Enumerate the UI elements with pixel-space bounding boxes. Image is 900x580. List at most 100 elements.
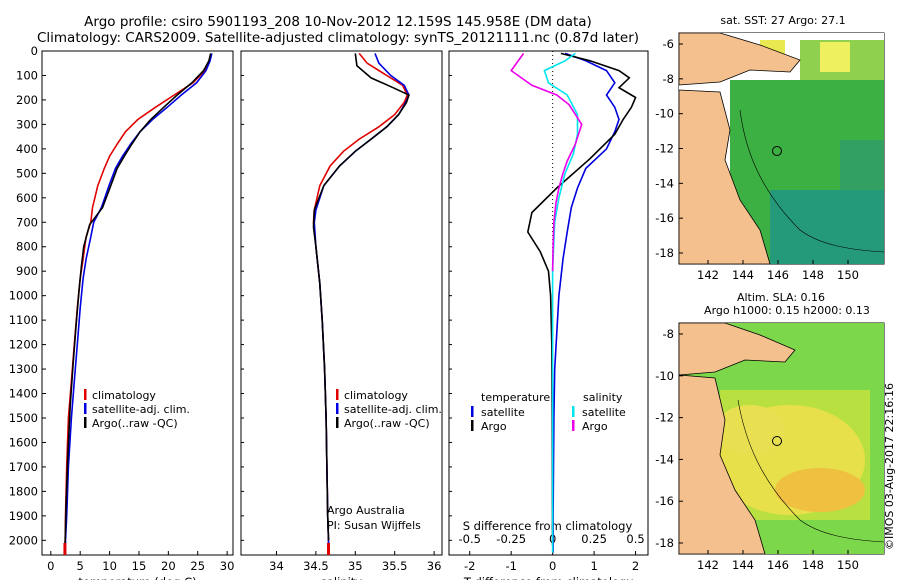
x-tick-label: 25 [190, 559, 205, 573]
legend-label: climatology [92, 389, 156, 402]
sst-land-australia [679, 89, 771, 264]
x-tick-label: 5 [77, 559, 84, 573]
differences-series-t-satellite [552, 52, 620, 553]
figure-title-line2: Climatology: CARS2009. Satellite-adjuste… [37, 30, 639, 46]
lon-tick-label: 144 [732, 558, 754, 572]
lon-tick-label: 146 [767, 268, 789, 282]
legend-swatch [336, 417, 339, 428]
lat-tick-label: -12 [655, 411, 674, 425]
legend-s-header: salinity [583, 391, 623, 404]
sla-argo-location-marker [772, 436, 782, 446]
sla-land-australia [679, 374, 766, 554]
lon-tick-label: 146 [767, 558, 789, 572]
imos-credit: ©IMOS 03-Aug-2017 22:16:16 [883, 383, 896, 550]
x-tick-label: 34.5 [303, 559, 329, 573]
legend-label: climatology [344, 389, 408, 402]
sst-map: sat. SST: 27 Argo: 27.1 -6 -8 -10 -12 -14 -16… [655, 14, 885, 282]
x-tick-label: -2 [464, 559, 475, 573]
legend-label: satellite-adj. clim. [92, 403, 190, 416]
lon-tick-label: 148 [802, 268, 824, 282]
sst-map-title: sat. SST: 27 Argo: 27.1 [720, 14, 845, 27]
lat-tick-label: -16 [655, 494, 674, 508]
y-tick-label: 300 [16, 117, 38, 131]
x-tick-label: 35 [348, 559, 363, 573]
y-tick-label: 1400 [9, 387, 38, 401]
y-tick-label: 1500 [9, 411, 38, 425]
sst-argo-location-marker [772, 146, 782, 156]
y-tick-label: 1900 [9, 509, 38, 523]
y-tick-label: 800 [16, 240, 38, 254]
differences-xlabel: T difference from climatology [463, 575, 634, 580]
y-tick-label: 1100 [9, 313, 38, 327]
legend-label: Argo(..raw -QC) [92, 417, 178, 430]
sst-land-png [679, 33, 801, 86]
profile-panels: 0100200300400500600700800900100011001200… [9, 44, 649, 580]
legend-t-swatch [471, 406, 474, 417]
x-tick-label: 2 [632, 559, 639, 573]
salinity-series-satellite-adj-clim- [313, 53, 410, 553]
lat-tick-label: -8 [663, 327, 674, 341]
x-tick-label: 10 [102, 559, 117, 573]
x-tick-label: 35.5 [382, 559, 408, 573]
y-tick-label: 400 [16, 142, 38, 156]
sst-map-axes: -6 -8 -10 -12 -14 -16 -18 142 144 146 148 150 [655, 37, 859, 282]
y-tick-label: 100 [16, 68, 38, 82]
figure-title-line1: Argo profile: csiro 5901193_208 10-Nov-2… [84, 14, 592, 30]
legend-t-label: satellite [481, 406, 525, 419]
legend-swatch [84, 417, 87, 428]
sla-map-title-line2: Argo h1000: 0.15 h2000: 0.13 [704, 304, 870, 317]
temperature-series-satellite-adj-clim- [64, 53, 213, 553]
panel-differences: -2 -1 0 1 2 T difference from climatology -0.5… [448, 50, 649, 580]
salinity-xlabel: salinity [321, 575, 362, 580]
legend-s-label: Argo [582, 420, 608, 433]
x-tick-label: -1 [505, 559, 516, 573]
s-tick-label: 0.5 [626, 532, 644, 546]
panel-salinity: 34 34.5 35 35.5 36 salinity climatologysatelli… [240, 50, 443, 580]
s-axis-label: S difference from climatology [463, 519, 633, 533]
x-tick-label: 36 [427, 559, 442, 573]
y-tick-label: 2000 [9, 533, 38, 547]
lon-tick-label: 142 [697, 268, 719, 282]
differences-series-s-argo [510, 52, 583, 272]
x-tick-label: 0 [47, 559, 54, 573]
lat-tick-label: -18 [655, 246, 674, 260]
legend-t-swatch [471, 420, 474, 431]
lat-tick-label: -18 [655, 536, 674, 550]
x-tick-label: 0 [549, 559, 556, 573]
legend-swatch [336, 389, 339, 400]
lon-tick-label: 144 [732, 268, 754, 282]
lon-tick-label: 150 [837, 558, 859, 572]
y-tick-label: 900 [16, 264, 38, 278]
y-tick-label: 700 [16, 215, 38, 229]
x-tick-label: 34 [269, 559, 284, 573]
lat-tick-label: -12 [655, 142, 674, 156]
y-tick-label: 1200 [9, 338, 38, 352]
legend-s-swatch [572, 406, 575, 417]
temperature-bottom-marker [63, 543, 67, 555]
lat-tick-label: -14 [655, 452, 674, 466]
temperature-xlabel: temperature (deg C) [78, 575, 196, 580]
s-tick-label: 0.25 [581, 532, 607, 546]
legend-t-header: temperature [481, 391, 550, 404]
sla-map-axes: -8 -10 -12 -14 -16 -18 142 144 146 148 150 [655, 327, 859, 572]
x-tick-label: 15 [132, 559, 147, 573]
legend-swatch [336, 403, 339, 414]
differences-series-s-satellite [543, 52, 579, 553]
sla-map: Altim. SLA: 0.16 Argo h1000: 0.15 h2000:… [655, 291, 885, 572]
x-tick-label: 30 [220, 559, 235, 573]
x-tick-label: 20 [161, 559, 176, 573]
differences-series-t-argo [526, 52, 637, 546]
legend-label: satellite-adj. clim. [344, 403, 442, 416]
x-tick-label: 1 [590, 559, 597, 573]
y-tick-label: 0 [31, 44, 38, 58]
y-tick-label: 500 [16, 166, 38, 180]
salinity-series-argo-raw-qc- [312, 53, 410, 541]
lon-tick-label: 148 [802, 558, 824, 572]
legend-label: Argo(..raw -QC) [344, 417, 430, 430]
sla-land-png [679, 323, 796, 376]
lon-tick-label: 142 [697, 558, 719, 572]
sla-map-title-line1: Altim. SLA: 0.16 [737, 291, 825, 304]
temperature-series-argo-raw-qc- [64, 53, 212, 546]
legend-s-swatch [572, 420, 575, 431]
